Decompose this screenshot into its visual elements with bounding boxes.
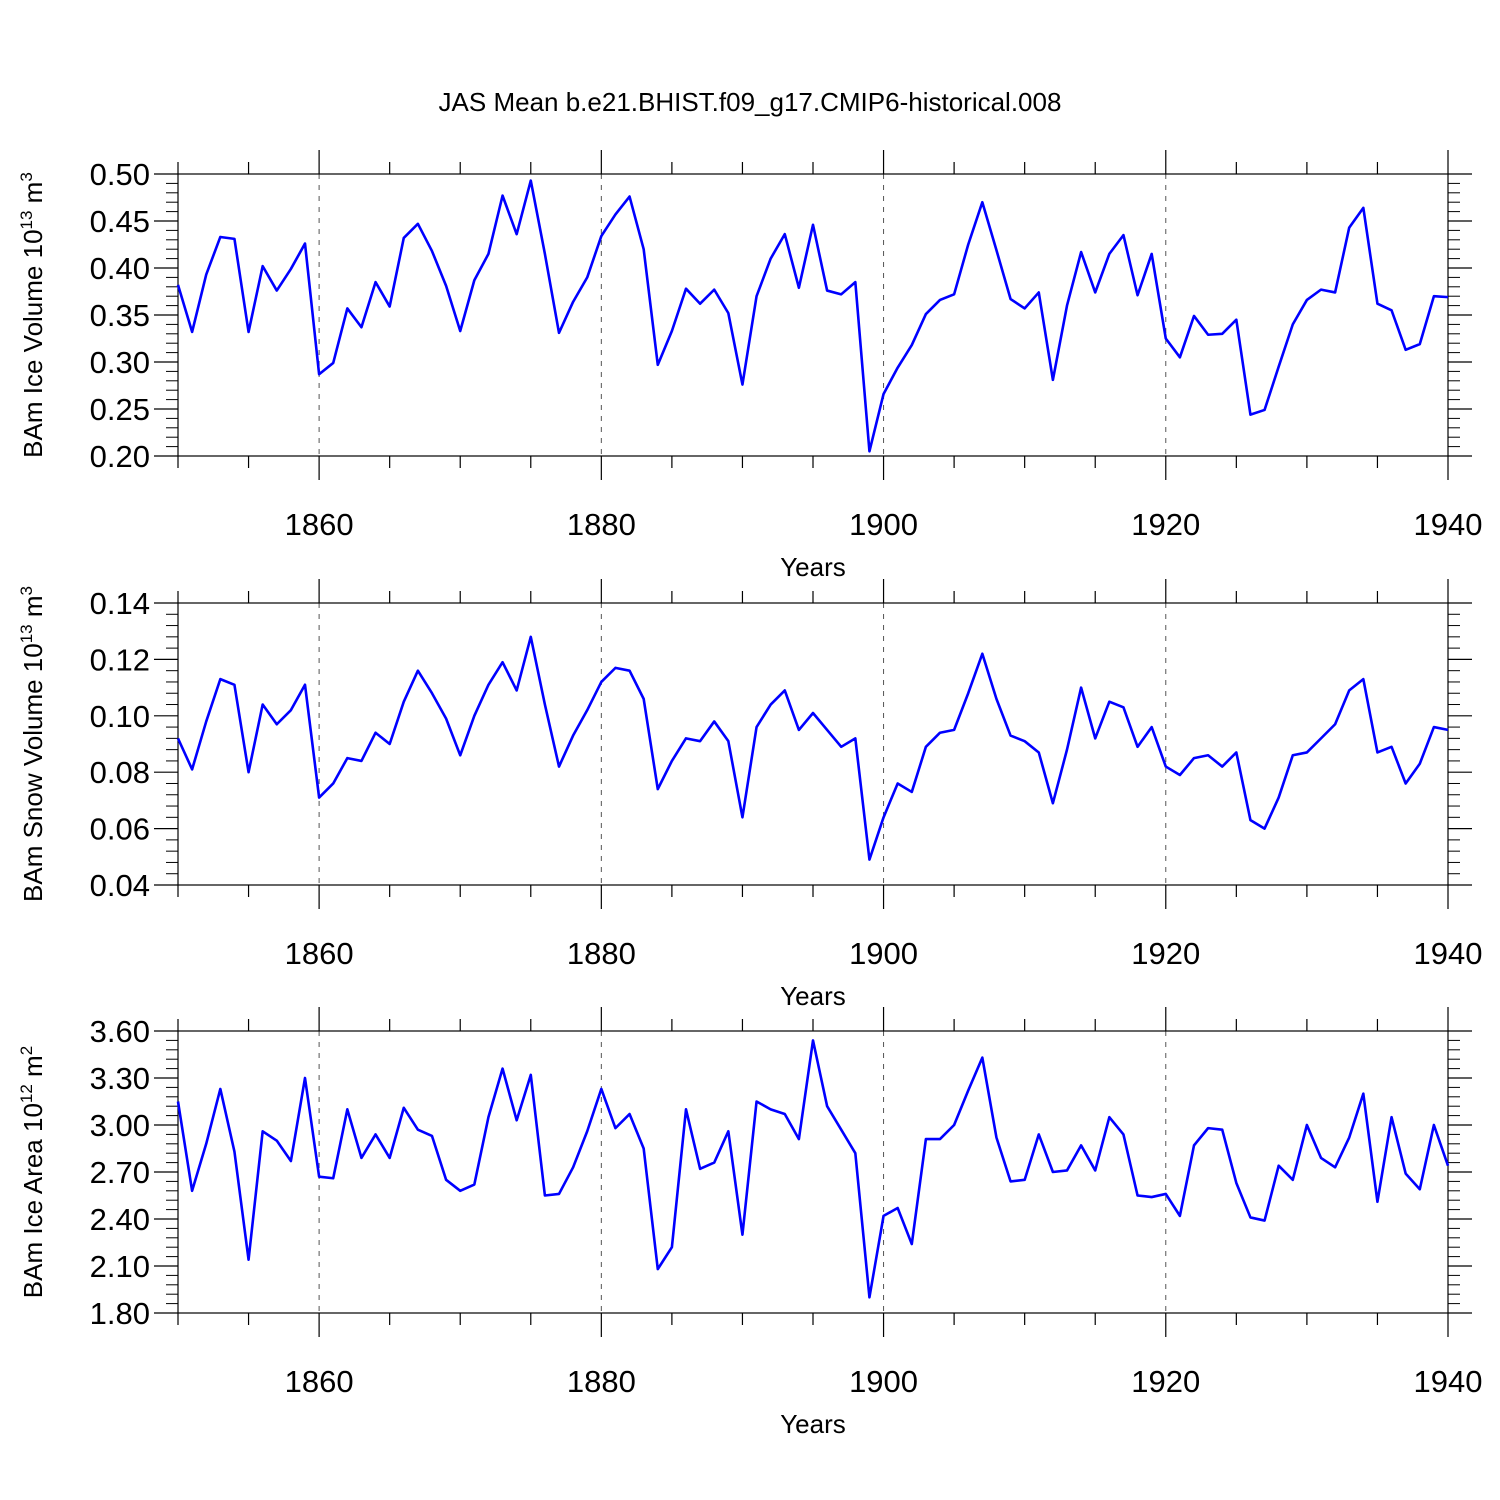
y-tick-label: 0.30 [90,345,150,380]
x-tick-label: 1940 [1414,507,1483,542]
panel-ice-area: 1.80 2.10 2.40 2.70 3.00 3.30 3.60 1860 1880 1900… [17,1007,1482,1439]
x-tick-label: 1900 [849,1364,918,1399]
x-tick-label: 1940 [1414,936,1483,971]
series-line-snow-volume [176,635,1449,861]
y-tick-label: 0.06 [90,812,150,847]
y-tick-label: 0.25 [90,392,150,427]
y-tick-label: 0.20 [90,439,150,474]
x-tick-label: 1920 [1131,936,1200,971]
x-tick-label: 1900 [849,936,918,971]
panel-ice-volume: 0.20 0.25 0.30 0.35 0.40 0.45 0.50 1860 1880 1900… [17,150,1482,582]
y-axis-label: BAm Ice Volume 1013 m3 [17,172,48,458]
y-tick-label: 0.40 [90,251,150,286]
y-tick-label: 0.45 [90,204,150,239]
x-tick-label: 1940 [1414,1364,1483,1399]
y-tick-label: 2.10 [90,1249,150,1284]
y-tick-label: 2.70 [90,1155,150,1190]
x-tick-label: 1900 [849,507,918,542]
y-tick-label: 3.60 [90,1014,150,1049]
x-tick-label: 1860 [285,1364,354,1399]
y-axis-label: BAm Ice Area 1012 m2 [17,1046,48,1298]
y-tick-label: 0.08 [90,755,150,790]
y-tick-label: 2.40 [90,1202,150,1237]
x-tick-label: 1880 [567,1364,636,1399]
x-tick-label: 1920 [1131,1364,1200,1399]
x-tick-label: 1920 [1131,507,1200,542]
x-tick-label: 1880 [567,507,636,542]
y-tick-label: 3.00 [90,1108,150,1143]
y-axis-label: BAm Snow Volume 1013 m3 [17,586,48,902]
y-tick-label: 0.14 [90,586,150,621]
y-tick-label: 0.04 [90,868,150,903]
series-line-ice-area [176,1039,1450,1299]
y-tick-label: 3.30 [90,1061,150,1096]
y-tick-label: 0.10 [90,699,150,734]
plot-frame [177,173,1449,457]
x-axis-label: Years [780,981,846,1011]
x-axis-label: Years [780,1409,846,1439]
y-tick-label: 0.50 [90,157,150,192]
x-tick-label: 1880 [567,936,636,971]
y-tick-label: 0.35 [90,298,150,333]
x-axis-label: Years [780,552,846,582]
plot-frame [177,1030,1449,1314]
figure-title: JAS Mean b.e21.BHIST.f09_g17.CMIP6-histo… [439,87,1062,117]
x-tick-label: 1860 [285,507,354,542]
y-tick-label: 1.80 [90,1296,150,1331]
x-tick-label: 1860 [285,936,354,971]
series-line-ice-volume [176,179,1449,453]
panel-snow-volume: 0.04 0.06 0.08 0.10 0.12 0.14 1860 1880 1900 1920… [17,579,1482,1011]
y-tick-label: 0.12 [90,642,150,677]
